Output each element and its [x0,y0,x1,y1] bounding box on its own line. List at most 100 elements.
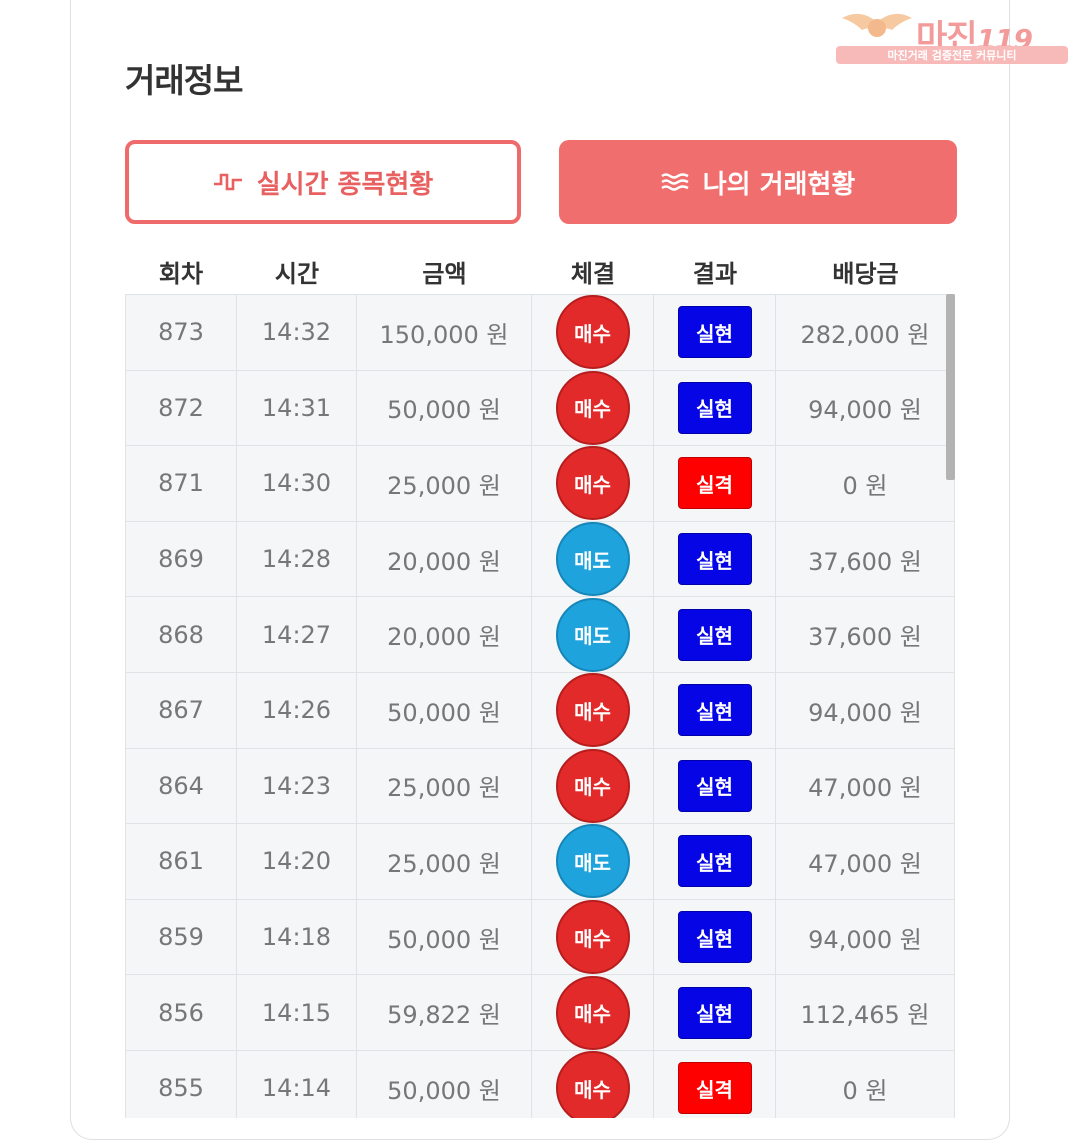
pulse-icon [213,171,243,193]
cell-amount: 150,000 원 [357,295,532,370]
tab-my-trades[interactable]: 나의 거래현황 [559,140,957,224]
table-row: 867 14:26 50,000 원 매수 실현 94,000 원 [125,672,955,749]
cell-amount: 20,000 원 [357,597,532,672]
table-row: 861 14:20 25,000 원 매도 실현 47,000 원 [125,824,955,900]
trade-badge: 매수 [555,748,630,823]
trade-badge: 매수 [555,975,630,1050]
cell-trade: 매수 [532,370,654,446]
cell-time: 14:30 [237,446,357,521]
cell-time: 14:15 [237,975,357,1050]
cell-time: 14:31 [237,370,357,446]
cell-payout: 47,000 원 [776,748,955,824]
cell-payout: 0 원 [776,446,955,521]
cell-trade: 매도 [532,824,654,899]
cell-payout: 47,000 원 [776,824,955,899]
cell-amount: 59,822 원 [357,975,532,1050]
cell-payout: 0 원 [776,1050,955,1118]
cell-round: 861 [125,824,237,899]
cell-time: 14:14 [237,1050,357,1118]
trade-badge: 매수 [555,1051,630,1118]
result-badge: 실현 [677,608,752,661]
cell-trade: 매도 [532,597,654,672]
cell-round: 864 [125,748,237,824]
cell-amount: 25,000 원 [357,446,532,521]
trade-badge: 매도 [555,824,630,899]
column-header-amount: 금액 [422,259,467,288]
table-row: 856 14:15 59,822 원 매수 실현 112,465 원 [125,975,955,1051]
trade-badge: 매수 [555,673,630,748]
trade-table-body[interactable]: 873 14:32 150,000 원 매수 실현 282,000 원 872 14:31 50… [125,294,955,1118]
cell-payout: 282,000 원 [776,295,955,370]
cell-amount: 50,000 원 [357,1050,532,1118]
cell-result: 실현 [654,748,776,824]
cell-round: 868 [125,597,237,672]
tab-my-trades-label: 나의 거래현황 [702,169,856,200]
result-badge: 실현 [677,381,752,434]
cell-amount: 20,000 원 [357,521,532,597]
column-header-trade: 체결 [570,259,616,288]
cell-trade: 매수 [532,748,654,824]
cell-result: 실격 [654,1050,776,1118]
column-header-result: 결과 [692,259,738,288]
cell-round: 873 [125,295,237,370]
cell-time: 14:20 [237,824,357,899]
cell-round: 856 [125,975,237,1050]
table-row: 855 14:14 50,000 원 매수 실격 0 원 [125,1050,955,1118]
cell-time: 14:26 [237,672,357,748]
cell-result: 실현 [654,975,776,1050]
result-badge: 실격 [677,457,752,510]
table-row: 869 14:28 20,000 원 매도 실현 37,600 원 [125,521,955,598]
cell-round: 867 [125,672,237,748]
waves-icon [660,172,689,192]
cell-payout: 37,600 원 [776,521,955,597]
cell-time: 14:18 [237,899,357,975]
tab-realtime-status[interactable]: 실시간 종목현황 [125,140,521,224]
result-badge: 실현 [677,533,752,586]
cell-amount: 50,000 원 [357,370,532,446]
tab-realtime-label: 실시간 종목현황 [256,169,434,200]
cell-amount: 25,000 원 [357,824,532,899]
cell-round: 872 [125,370,237,446]
cell-time: 14:28 [237,521,357,597]
table-row: 864 14:23 25,000 원 매수 실현 47,000 원 [125,748,955,825]
cell-result: 실현 [654,597,776,672]
result-badge: 실현 [677,759,752,812]
cell-round: 859 [125,899,237,975]
cell-round: 855 [125,1050,237,1118]
table-scrollbar[interactable] [946,294,955,480]
trade-badge: 매도 [555,522,630,597]
table-row: 871 14:30 25,000 원 매수 실격 0 원 [125,446,955,522]
trade-badge: 매수 [555,446,630,521]
cell-result: 실현 [654,370,776,446]
cell-payout: 112,465 원 [776,975,955,1050]
table-row: 873 14:32 150,000 원 매수 실현 282,000 원 [125,295,955,371]
cell-trade: 매수 [532,899,654,975]
table-row: 868 14:27 20,000 원 매도 실현 37,600 원 [125,597,955,673]
trade-badge: 매수 [555,900,630,975]
cell-time: 14:23 [237,748,357,824]
cell-payout: 94,000 원 [776,672,955,748]
result-badge: 실현 [677,835,752,888]
eagle-emblem-icon [842,13,912,37]
cell-payout: 94,000 원 [776,370,955,446]
result-badge: 실현 [677,684,752,737]
column-header-payout: 배당금 [832,259,899,288]
cell-payout: 94,000 원 [776,899,955,975]
trade-badge: 매수 [555,370,630,445]
result-badge: 실현 [677,911,752,964]
cell-round: 869 [125,521,237,597]
column-header-round: 회차 [158,259,204,288]
cell-result: 실현 [654,672,776,748]
cell-amount: 50,000 원 [357,672,532,748]
cell-result: 실격 [654,446,776,521]
trade-badge: 매수 [555,295,630,370]
cell-trade: 매수 [532,1050,654,1118]
cell-trade: 매수 [532,295,654,370]
cell-result: 실현 [654,521,776,597]
table-row: 872 14:31 50,000 원 매수 실현 94,000 원 [125,370,955,447]
cell-trade: 매수 [532,975,654,1050]
cell-result: 실현 [654,899,776,975]
site-logo[interactable]: 마진119 마진거래 검증전문 커뮤니티 [836,8,1068,64]
cell-result: 실현 [654,295,776,370]
cell-time: 14:27 [237,597,357,672]
